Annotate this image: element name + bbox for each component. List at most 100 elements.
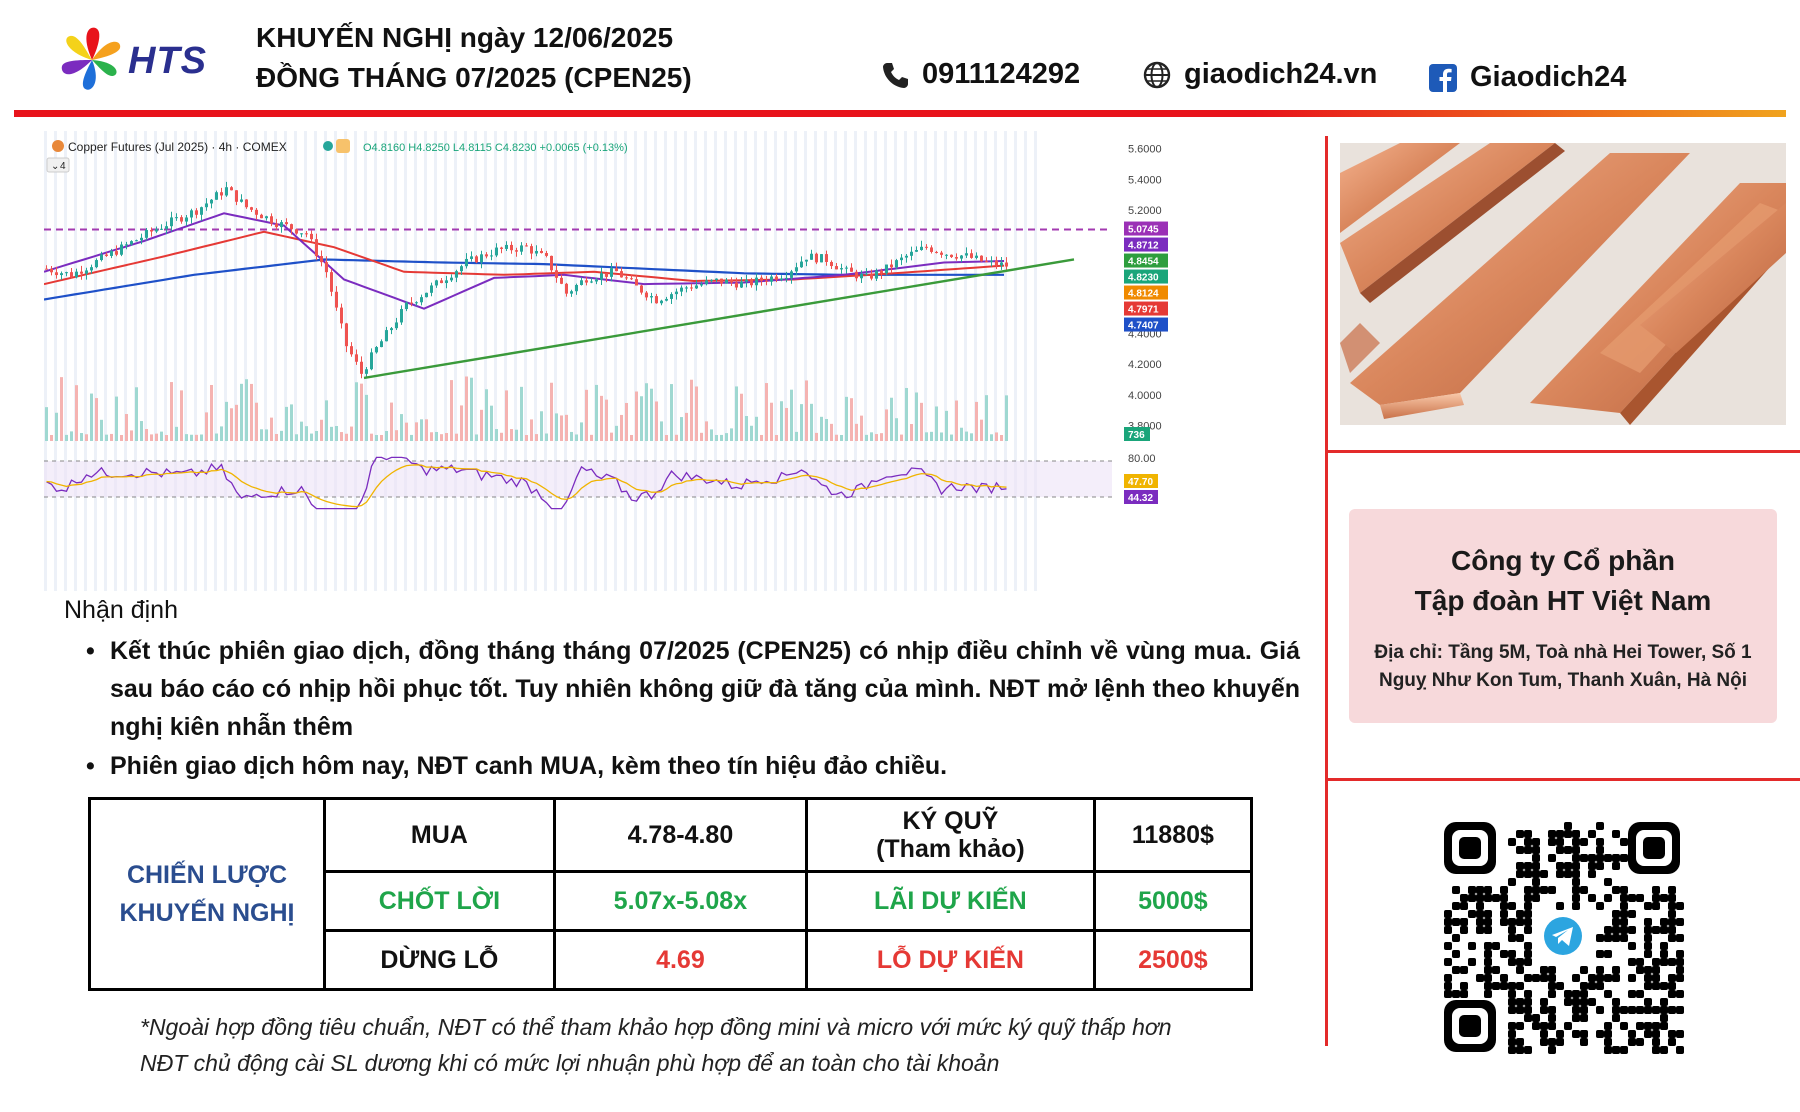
qr-module (1652, 902, 1660, 910)
website-link[interactable]: giaodich24.vn (1142, 58, 1377, 91)
candle-body (270, 216, 273, 224)
candle-body (135, 240, 138, 242)
price-tag-bg (1124, 269, 1168, 284)
candle-body (655, 296, 658, 304)
qr-module (1612, 1014, 1620, 1022)
qr-module (1484, 974, 1492, 982)
qr-module (1596, 854, 1604, 862)
volume-bar (100, 419, 103, 441)
session-stripe (74, 131, 77, 591)
indicator-toggle[interactable] (46, 157, 70, 173)
candle-body (660, 300, 663, 304)
facebook-link[interactable]: Giaodich24 (1428, 61, 1626, 94)
qr-module (1524, 894, 1532, 902)
qr-module (1500, 902, 1508, 910)
session-stripe (174, 131, 177, 591)
session-stripe (844, 131, 847, 591)
session-stripe (924, 131, 927, 591)
qr-module (1532, 1014, 1540, 1022)
candle-body (100, 254, 103, 261)
qr-module (1652, 966, 1660, 974)
session-stripe (184, 131, 187, 591)
volume-bar (375, 434, 378, 441)
candle-body (95, 260, 98, 268)
qr-module (1508, 950, 1516, 958)
candle-body (410, 302, 413, 304)
qr-module (1612, 910, 1620, 918)
session-stripe (664, 131, 667, 591)
candle-body (695, 285, 698, 289)
candle-body (125, 244, 128, 246)
phone-icon (883, 62, 908, 88)
volume-bar (145, 429, 148, 441)
volume-bar (530, 419, 533, 441)
qr-module (1500, 910, 1508, 918)
qr-module (1532, 846, 1540, 854)
qr-module (1628, 942, 1636, 950)
strategy-label-line1: CHIẾN LƯỢC (126, 861, 288, 889)
qr-module (1612, 918, 1620, 926)
candle-body (445, 280, 448, 284)
session-stripe (384, 131, 387, 591)
company-card: Công ty Cổ phần Tập đoàn HT Việt Nam Địa… (1349, 509, 1777, 723)
phone-contact[interactable]: 0911124292 (880, 58, 1080, 91)
volume-bar (640, 396, 643, 441)
qr-module (1572, 838, 1580, 846)
qr-module (1532, 870, 1540, 878)
qr-module (1668, 934, 1676, 942)
volume-bar (505, 390, 508, 441)
qr-module (1620, 918, 1628, 926)
candle-body (805, 259, 808, 262)
price-tag-bg (1124, 317, 1168, 332)
copper-symbol-icon (52, 140, 64, 152)
volume-bar (645, 383, 648, 441)
volume-bar (950, 434, 953, 441)
expected-profit-value: 5000$ (1092, 870, 1254, 932)
volume-bar (1000, 434, 1003, 441)
qr-module (1508, 1022, 1516, 1030)
qr-module (1508, 998, 1516, 1006)
candle-body (785, 277, 788, 279)
volume-bar (160, 431, 163, 441)
volume-bar (980, 419, 983, 441)
volume-bar (235, 404, 238, 441)
volume-bar (815, 432, 818, 441)
page-title: KHUYẾN NGHỊ ngày 12/06/2025 (256, 22, 674, 53)
volume-bar (495, 429, 498, 441)
candle-body (610, 268, 613, 277)
session-stripe (714, 131, 717, 591)
volume-bar (180, 390, 183, 441)
qr-module (1620, 1022, 1628, 1030)
qr-code[interactable] (1440, 818, 1686, 1058)
qr-module (1508, 838, 1516, 846)
session-stripe (514, 131, 517, 591)
qr-module (1540, 870, 1548, 878)
volume-bar (230, 408, 233, 441)
qr-module (1500, 974, 1508, 982)
qr-module (1484, 958, 1492, 966)
qr-module (1612, 926, 1620, 934)
volume-bar (775, 434, 778, 441)
volume-bar (590, 434, 593, 441)
volume-bar (890, 397, 893, 441)
qr-module (1652, 958, 1660, 966)
qr-module (1636, 990, 1644, 998)
candle-body (280, 222, 283, 228)
volume-bar (210, 384, 213, 441)
session-stripe (794, 131, 797, 591)
expected-loss-label: LỖ DỰ KIẾN (805, 929, 1096, 991)
stop-loss-label: DỪNG LỖ (323, 929, 556, 991)
candle-body (110, 251, 113, 256)
volume-bar (925, 432, 928, 441)
candle-body (425, 292, 428, 298)
margin-label: KÝ QUỸ (Tham khảo) (805, 797, 1096, 873)
trendline (363, 258, 1075, 380)
buy-label: MUA (323, 797, 556, 873)
qr-module (1652, 1030, 1660, 1038)
candle-body (765, 280, 768, 282)
qr-module (1524, 830, 1532, 838)
qr-module (1620, 838, 1628, 846)
volume-bar (185, 434, 188, 441)
qr-module (1660, 894, 1668, 902)
session-stripe (894, 131, 897, 591)
